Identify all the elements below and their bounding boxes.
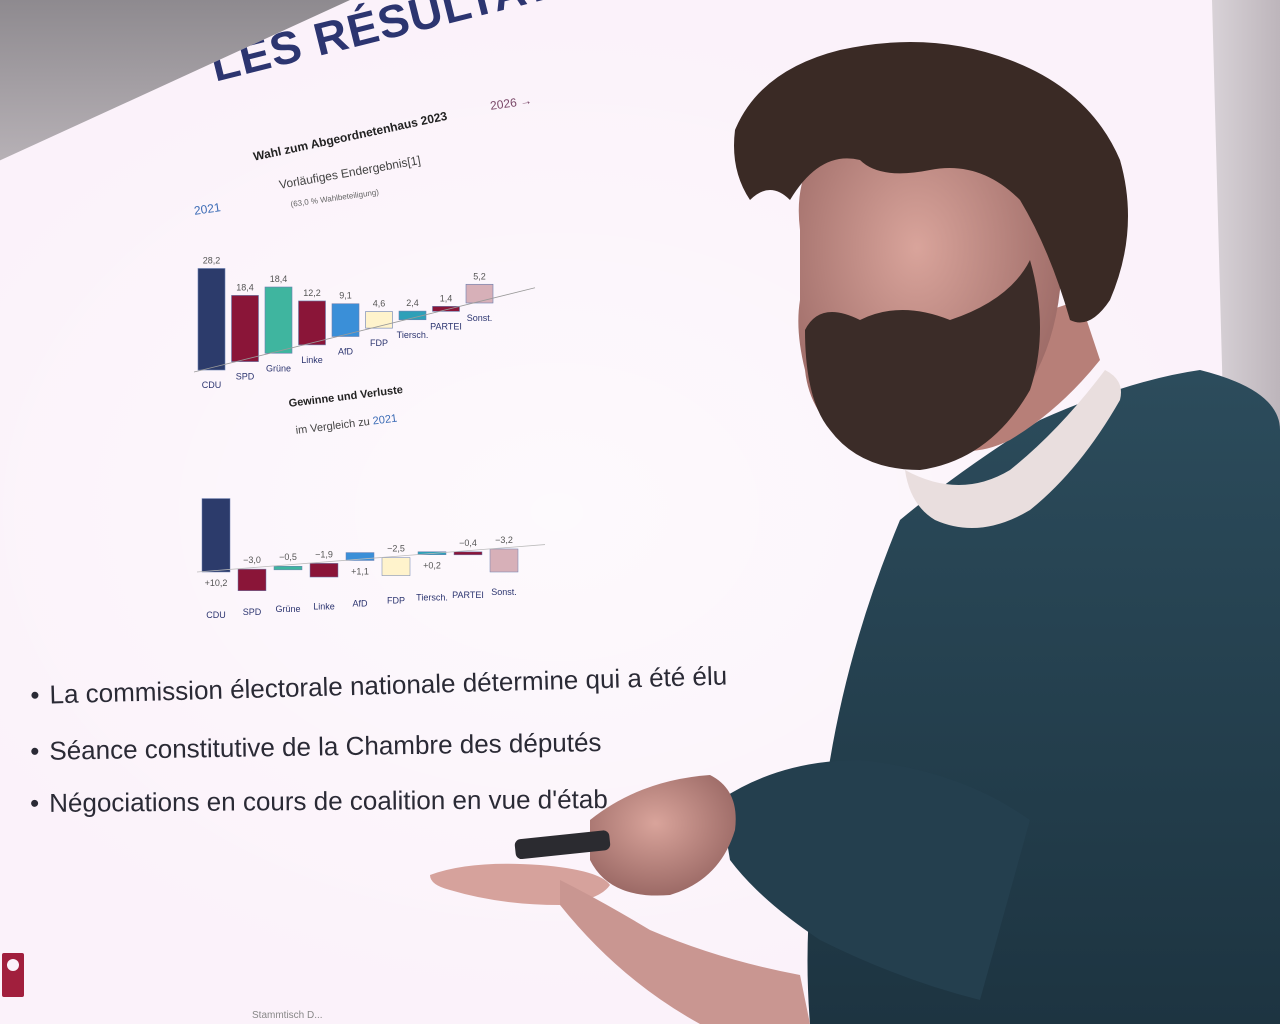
category-label: FDP: [387, 596, 405, 606]
bar-change-linke: [309, 563, 339, 578]
bar-value-label: 18,4: [236, 282, 254, 292]
bar-value-label: 4,6: [373, 299, 386, 309]
category-label: Linke: [313, 601, 335, 611]
category-label: Grüne: [275, 604, 300, 614]
category-label: PARTEI: [430, 321, 462, 331]
bar-result-linke: [298, 300, 326, 346]
election-charts: 28,2 CDU 18,4 SPD 18,4 Grüne 12,2 Linke 9,1 AfD 4,…: [193, 255, 546, 620]
bar-value-label: −3,0: [243, 555, 261, 565]
bar-change-cdu: [201, 498, 231, 573]
category-label: Tiersch.: [416, 593, 448, 603]
bar-value-label: +1,1: [351, 566, 369, 576]
bullet-item: Négociations en cours de coalition en vu…: [30, 784, 608, 819]
bar-value-label: 5,2: [473, 271, 486, 281]
bar-change-afd: [345, 552, 375, 561]
category-label: Linke: [301, 355, 323, 365]
bar-value-label: −1,9: [315, 549, 333, 559]
bar-result-partei: [432, 306, 460, 312]
category-label: CDU: [206, 610, 226, 620]
axis-baseline: [193, 287, 536, 373]
bar-value-label: −2,5: [387, 544, 405, 554]
bar-value-label: 2,4: [406, 298, 419, 308]
bar-value-label: −0,4: [459, 538, 477, 548]
category-label: SPD: [243, 607, 262, 617]
bar-result-fdp: [365, 311, 393, 329]
bar-value-label: +10,2: [205, 578, 228, 588]
bar-value-label: 9,1: [339, 291, 352, 301]
category-label: Sonst.: [491, 587, 517, 597]
category-label: AfD: [338, 347, 354, 357]
bar-result-grüne: [264, 286, 293, 354]
bar-change-grüne: [273, 565, 303, 571]
category-label: Sonst.: [467, 313, 493, 323]
bar-value-label: 12,2: [303, 288, 321, 298]
bar-change-fdp: [381, 557, 411, 576]
category-label: FDP: [370, 338, 388, 348]
category-label: Tiersch.: [397, 330, 429, 340]
category-label: CDU: [202, 380, 222, 390]
bar-value-label: −0,5: [279, 552, 297, 562]
axis-zero-line: [196, 544, 546, 573]
bar-value-label: −3,2: [495, 535, 513, 545]
bar-change-spd: [237, 568, 267, 591]
logo-icon: [2, 953, 24, 997]
slide-footer: Stammtisch D...: [252, 1010, 323, 1021]
projected-slide: LES RÉSULTATS 2021 2026 → Wahl zum Abgeo…: [0, 0, 1250, 1024]
bar-value-label: 28,2: [203, 255, 221, 265]
category-label: SPD: [236, 372, 255, 382]
bar-change-sonst.: [489, 548, 519, 573]
category-label: Grüne: [266, 363, 291, 373]
bar-result-spd: [231, 295, 259, 362]
bar-value-label: 18,4: [270, 274, 288, 284]
bar-value-label: +0,2: [423, 561, 441, 571]
bar-result-tiersch.: [398, 310, 427, 321]
bar-result-afd: [331, 303, 360, 337]
category-label: AfD: [352, 598, 368, 608]
category-label: PARTEI: [452, 590, 484, 600]
bar-result-cdu: [197, 268, 226, 371]
bar-change-partei: [453, 551, 483, 556]
bar-result-sonst.: [465, 283, 494, 304]
bar-value-label: 1,4: [440, 293, 453, 303]
